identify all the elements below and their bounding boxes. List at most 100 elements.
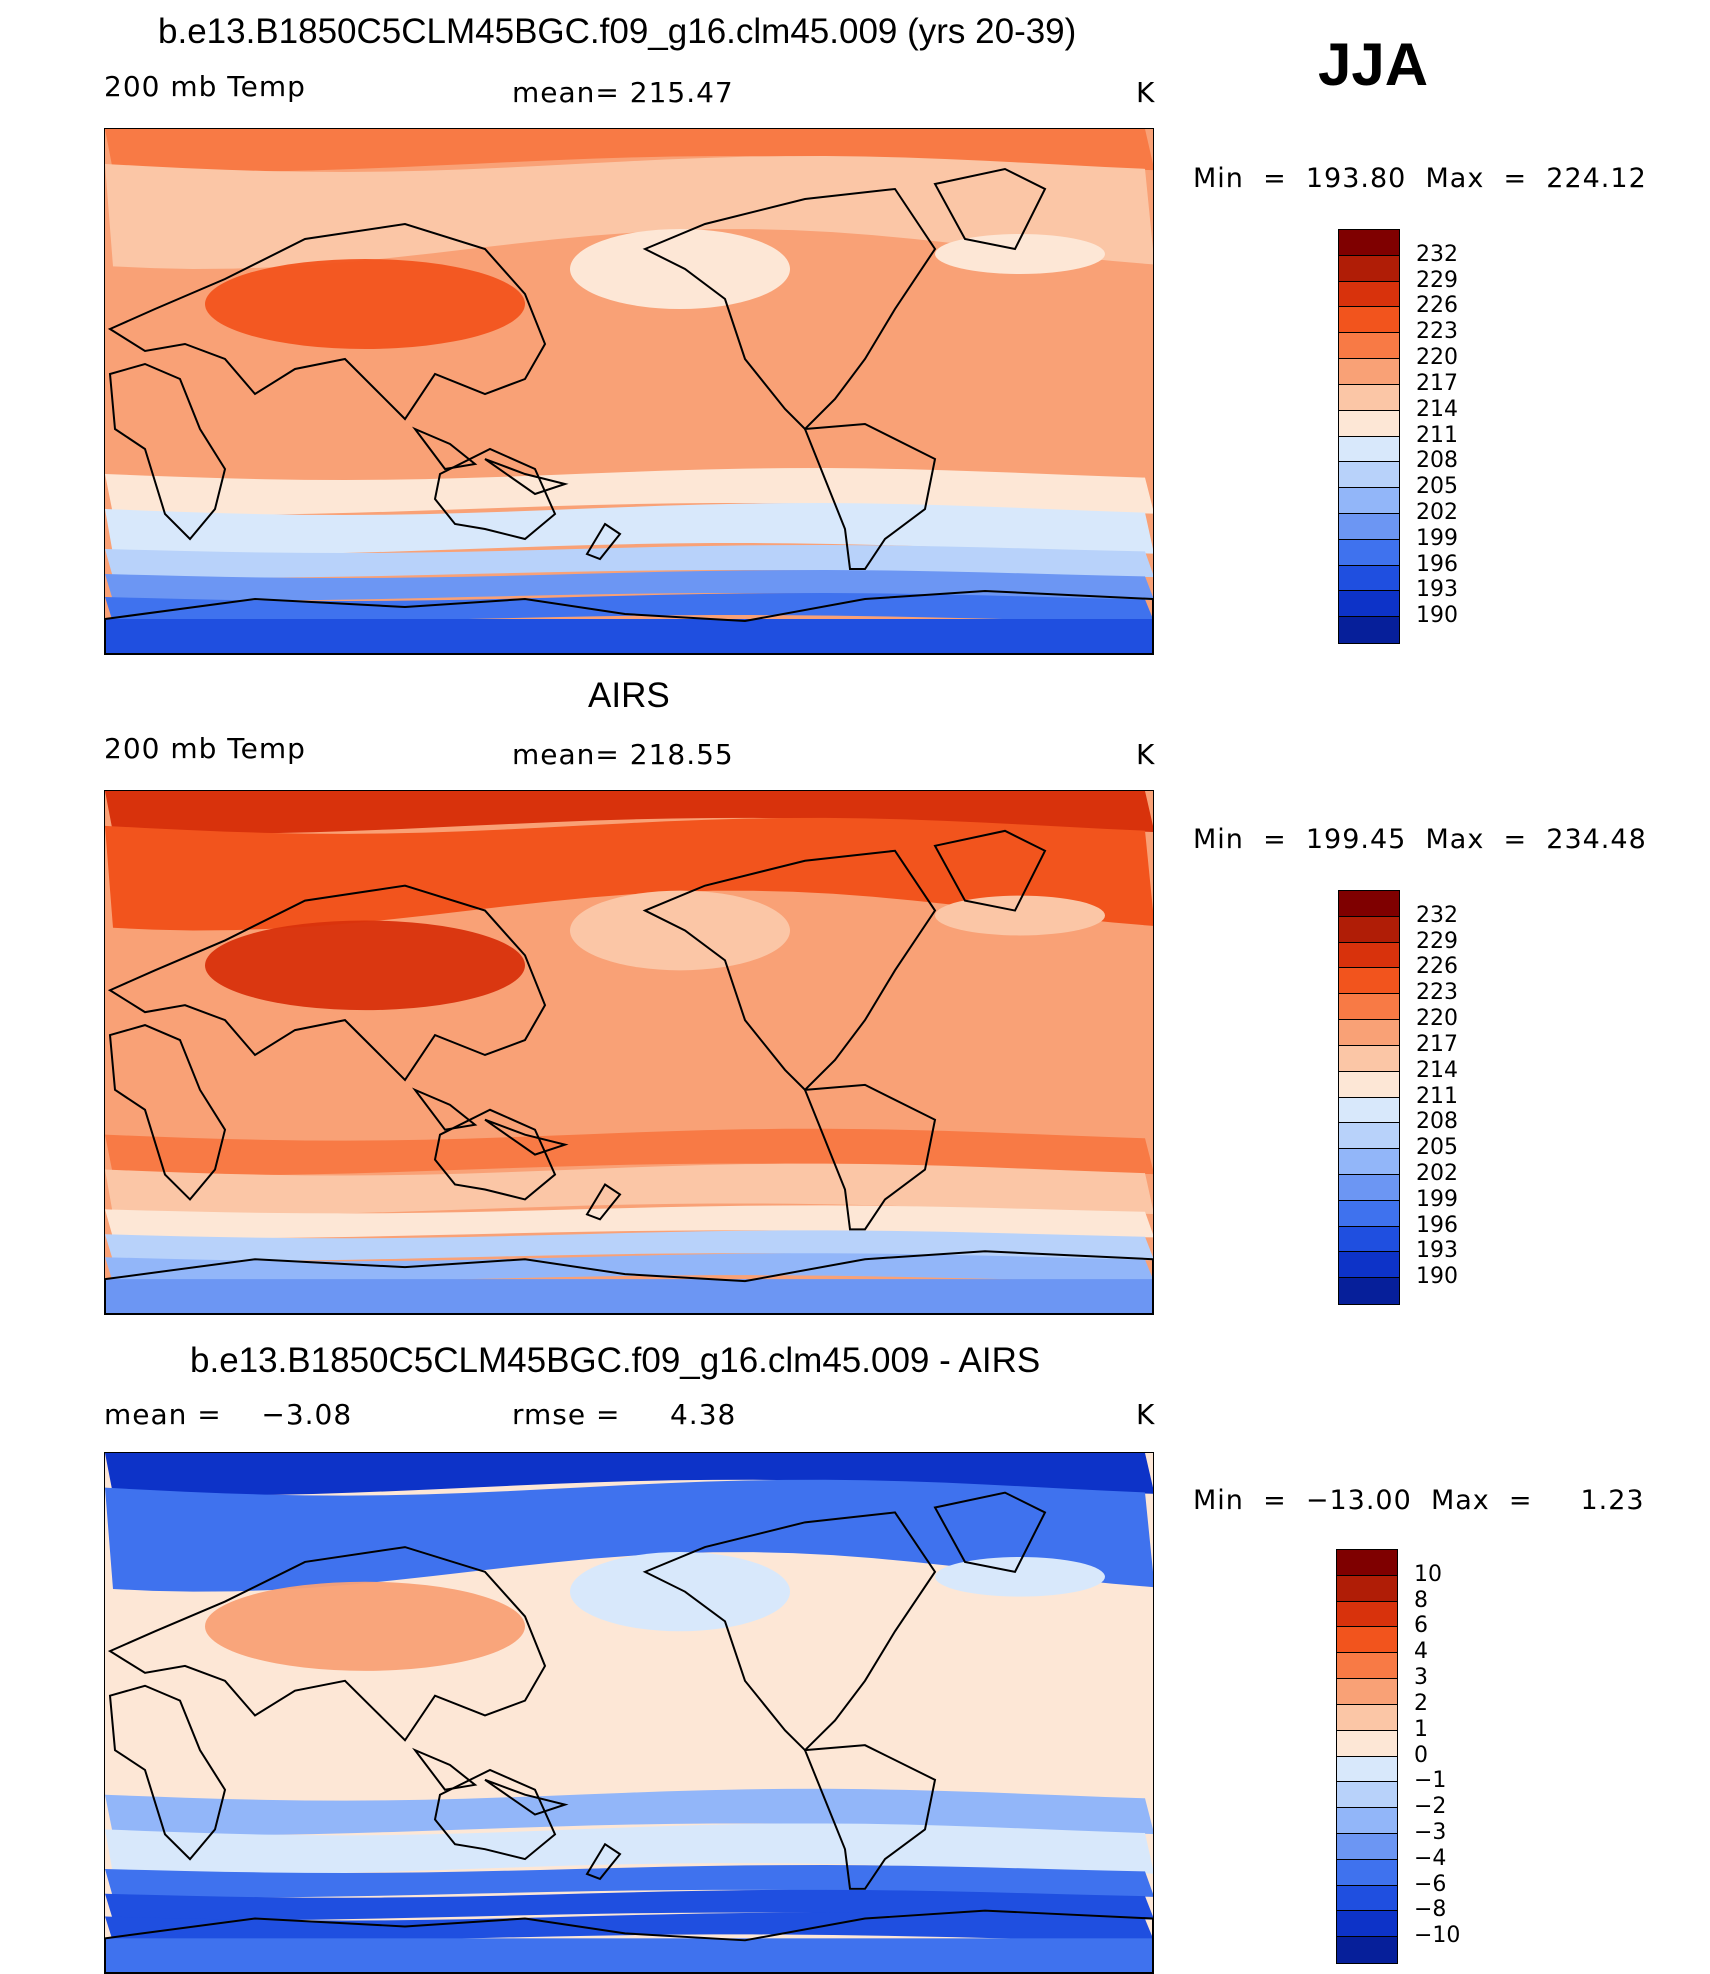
coastline-outline — [803, 1744, 937, 1890]
coastline-outline — [803, 1083, 937, 1231]
map-band-warm-anomaly — [205, 920, 525, 1011]
map-band-polar-north — [105, 791, 1153, 834]
panel3-units-label: K — [1136, 1398, 1156, 1431]
colorbar-label: 205 — [1416, 474, 1458, 500]
map-band-polar-south — [105, 1279, 1153, 1314]
map-band-cool-anomaly — [570, 229, 790, 309]
colorbar-swatch — [1339, 230, 1399, 256]
colorbar-swatch — [1337, 1704, 1397, 1731]
coastline-outline — [107, 222, 547, 421]
panel3-title: b.e13.B1850C5CLM45BGC.f09_g16.clm45.009 … — [190, 1341, 1041, 1380]
colorbar-swatch — [1339, 513, 1399, 540]
panel2-map — [104, 790, 1154, 1315]
colorbar-swatch — [1339, 1174, 1399, 1201]
colorbar-swatch — [1337, 1601, 1397, 1628]
colorbar-label: 202 — [1416, 1160, 1458, 1186]
colorbar-label: 205 — [1416, 1135, 1458, 1161]
panel3-mean-label: mean = −3.08 — [104, 1398, 353, 1431]
map-band-cool-anomaly-east — [935, 895, 1105, 936]
colorbar-label: 199 — [1416, 525, 1458, 551]
colorbar-swatch — [1337, 1550, 1397, 1576]
coastline-outline — [411, 1747, 478, 1791]
map-band-high-south-3 — [105, 1912, 1153, 1943]
panel1-map — [104, 128, 1154, 655]
colorbar-label: −10 — [1414, 1923, 1461, 1949]
colorbar-swatch — [1339, 1020, 1399, 1046]
colorbar-label: 0 — [1414, 1742, 1428, 1768]
coastline-outline — [642, 1511, 937, 1752]
colorbar-swatch — [1339, 942, 1399, 969]
panel2-minmax: Min = 199.45 Max = 234.48 — [1193, 824, 1647, 855]
colorbar-swatch — [1337, 1575, 1397, 1602]
map-band-mid-south — [105, 1128, 1153, 1176]
colorbar-swatch — [1337, 1679, 1397, 1705]
colorbar-swatch — [1339, 1045, 1399, 1072]
colorbar-swatch — [1339, 968, 1399, 995]
map-svg — [105, 791, 1153, 1314]
colorbar-label: −6 — [1414, 1871, 1447, 1897]
colorbar-swatch — [1339, 1123, 1399, 1150]
coastline-outline — [484, 1778, 569, 1816]
coastline-outline — [803, 422, 937, 570]
map-band-cool-anomaly-east — [935, 1557, 1105, 1597]
colorbar-label: 226 — [1416, 293, 1458, 319]
map-band-polar-south — [105, 1938, 1153, 1973]
map-band-mid-north — [105, 1479, 1153, 1592]
colorbar-label: 190 — [1416, 603, 1458, 629]
map-band-high-south-2 — [105, 570, 1153, 601]
colorbar-label: 211 — [1416, 1083, 1458, 1109]
colorbar-label: 229 — [1416, 928, 1458, 954]
map-band-high-south-3 — [105, 1253, 1153, 1284]
panel2-colorbar — [1338, 890, 1400, 1305]
colorbar-swatch — [1339, 307, 1399, 334]
colorbar-label: 193 — [1416, 577, 1458, 603]
colorbar-swatch — [1339, 410, 1399, 437]
panel1-minmax: Min = 193.80 Max = 224.12 — [1193, 163, 1647, 194]
coastline-outline — [105, 589, 1153, 654]
map-band-mid-north — [105, 156, 1153, 269]
colorbar-swatch — [1339, 916, 1399, 943]
colorbar-swatch — [1337, 1756, 1397, 1783]
colorbar-swatch — [1339, 591, 1399, 618]
colorbar-label: 223 — [1416, 980, 1458, 1006]
coastline-outline — [433, 1768, 557, 1861]
colorbar-label: −3 — [1414, 1819, 1447, 1845]
map-band-mid-south — [105, 468, 1153, 515]
colorbar-swatch — [1339, 565, 1399, 592]
season-label: JJA — [1318, 31, 1429, 98]
coastline-outline — [642, 187, 937, 431]
map-band-high-south-2 — [105, 1889, 1153, 1921]
map-band-warm-anomaly — [205, 259, 525, 349]
panel3-rmse-label: rmse = 4.38 — [512, 1398, 737, 1431]
colorbar-label: 229 — [1416, 267, 1458, 293]
colorbar-swatch — [1339, 891, 1399, 917]
colorbar-swatch — [1339, 488, 1399, 514]
colorbar-label: 211 — [1416, 422, 1458, 448]
colorbar-swatch — [1337, 1782, 1397, 1809]
colorbar-swatch — [1339, 281, 1399, 308]
colorbar-label: 8 — [1414, 1587, 1428, 1613]
map-band-mid-south — [105, 1788, 1153, 1836]
colorbar-label: −1 — [1414, 1768, 1447, 1794]
panel1-title: b.e13.B1850C5CLM45BGC.f09_g16.clm45.009 … — [158, 12, 1077, 51]
colorbar-swatch — [1337, 1653, 1397, 1680]
coastline-outline — [933, 167, 1047, 251]
coastline-outline — [484, 1118, 569, 1156]
coastline-outline — [105, 1250, 1153, 1314]
colorbar-swatch — [1339, 1252, 1399, 1279]
map-svg — [105, 1453, 1153, 1973]
colorbar-swatch — [1339, 617, 1399, 643]
colorbar-label: 208 — [1416, 448, 1458, 474]
panel2-field-label: 200 mb Temp — [104, 732, 306, 765]
coastline-outline — [585, 1183, 622, 1221]
panel2-mean-label: mean= 218.55 — [512, 738, 734, 771]
coastline-outline — [585, 1842, 622, 1881]
colorbar-swatch — [1337, 1937, 1397, 1963]
colorbar-label: 232 — [1416, 241, 1458, 267]
map-band-cool-anomaly-east — [935, 234, 1105, 274]
panel2-title: AIRS — [588, 676, 670, 715]
coastline-outline — [933, 829, 1047, 912]
coastline-outline — [484, 458, 569, 496]
colorbar-label: 2 — [1414, 1690, 1428, 1716]
colorbar-swatch — [1339, 1149, 1399, 1175]
